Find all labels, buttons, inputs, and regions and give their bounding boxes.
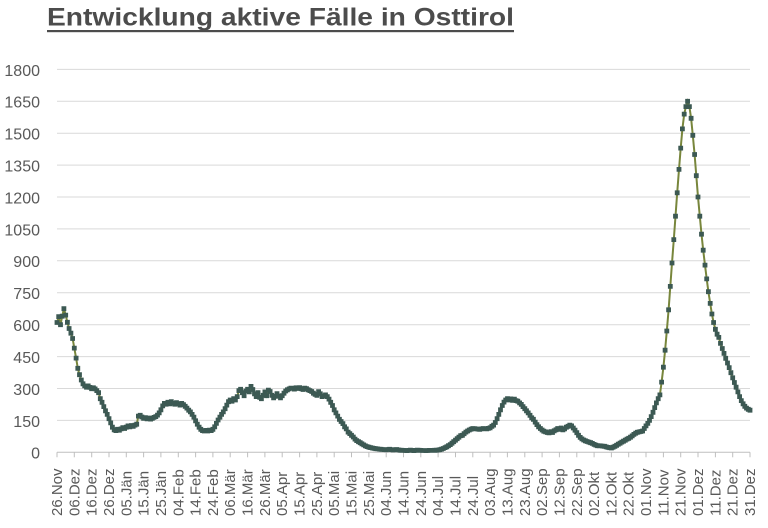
svg-text:04.Feb: 04.Feb — [170, 469, 187, 516]
svg-text:06.Dez: 06.Dez — [66, 468, 83, 516]
svg-text:900: 900 — [13, 254, 40, 271]
svg-text:05.Jän: 05.Jän — [118, 471, 135, 516]
svg-text:12.Okt: 12.Okt — [603, 471, 620, 516]
svg-text:1800: 1800 — [4, 63, 40, 80]
svg-text:24.Jul: 24.Jul — [465, 476, 482, 516]
svg-text:05.Apr: 05.Apr — [274, 472, 291, 516]
svg-text:1200: 1200 — [4, 190, 40, 207]
svg-text:23.Aug: 23.Aug — [517, 468, 534, 516]
svg-text:450: 450 — [13, 350, 40, 367]
svg-text:14.Feb: 14.Feb — [188, 469, 205, 516]
svg-text:24.Jun: 24.Jun — [413, 471, 430, 516]
svg-text:14.Jun: 14.Jun — [396, 471, 413, 516]
svg-text:04.Jul: 04.Jul — [430, 476, 447, 516]
svg-text:26.Nov: 26.Nov — [49, 468, 66, 516]
svg-text:300: 300 — [13, 382, 40, 399]
svg-text:1500: 1500 — [4, 127, 40, 144]
svg-text:21.Nov: 21.Nov — [673, 468, 690, 516]
svg-text:01.Dez: 01.Dez — [690, 468, 707, 516]
svg-text:02.Okt: 02.Okt — [586, 471, 603, 516]
svg-text:26.Mär: 26.Mär — [257, 469, 274, 516]
svg-text:12.Sep: 12.Sep — [551, 468, 568, 516]
svg-text:16.Dez: 16.Dez — [84, 468, 101, 516]
svg-text:25.Apr: 25.Apr — [309, 472, 326, 516]
svg-text:01.Nov: 01.Nov — [638, 468, 655, 516]
svg-text:1350: 1350 — [4, 159, 40, 176]
svg-text:1050: 1050 — [4, 222, 40, 239]
svg-text:750: 750 — [13, 286, 40, 303]
svg-text:05.Mai: 05.Mai — [326, 471, 343, 516]
svg-text:26.Dez: 26.Dez — [101, 468, 118, 516]
svg-text:31.Dez: 31.Dez — [742, 468, 759, 516]
svg-text:15.Jän: 15.Jän — [136, 471, 153, 516]
svg-text:13.Aug: 13.Aug — [500, 468, 517, 516]
svg-text:04.Jun: 04.Jun — [378, 471, 395, 516]
svg-text:0: 0 — [31, 446, 40, 463]
svg-text:Entwicklung aktive Fälle in Os: Entwicklung aktive Fälle in Osttirol — [47, 4, 514, 32]
svg-text:14.Jul: 14.Jul — [448, 476, 465, 516]
svg-text:24.Feb: 24.Feb — [205, 469, 222, 516]
svg-text:150: 150 — [13, 414, 40, 431]
svg-text:22.Sep: 22.Sep — [569, 468, 586, 516]
svg-text:25.Mai: 25.Mai — [361, 471, 378, 516]
svg-text:600: 600 — [13, 318, 40, 335]
svg-text:03.Aug: 03.Aug — [482, 468, 499, 516]
svg-text:15.Mai: 15.Mai — [344, 471, 361, 516]
svg-text:25.Jän: 25.Jän — [153, 471, 170, 516]
svg-text:06.Mär: 06.Mär — [222, 469, 239, 516]
svg-text:21.Dez: 21.Dez — [725, 468, 742, 516]
svg-text:22.Okt: 22.Okt — [621, 471, 638, 516]
svg-text:15.Apr: 15.Apr — [292, 472, 309, 516]
svg-text:11.Dez: 11.Dez — [707, 470, 724, 516]
svg-text:1650: 1650 — [4, 95, 40, 112]
svg-text:16.Mär: 16.Mär — [240, 469, 257, 516]
svg-text:11.Nov: 11.Nov — [655, 469, 672, 516]
svg-text:02.Sep: 02.Sep — [534, 468, 551, 516]
